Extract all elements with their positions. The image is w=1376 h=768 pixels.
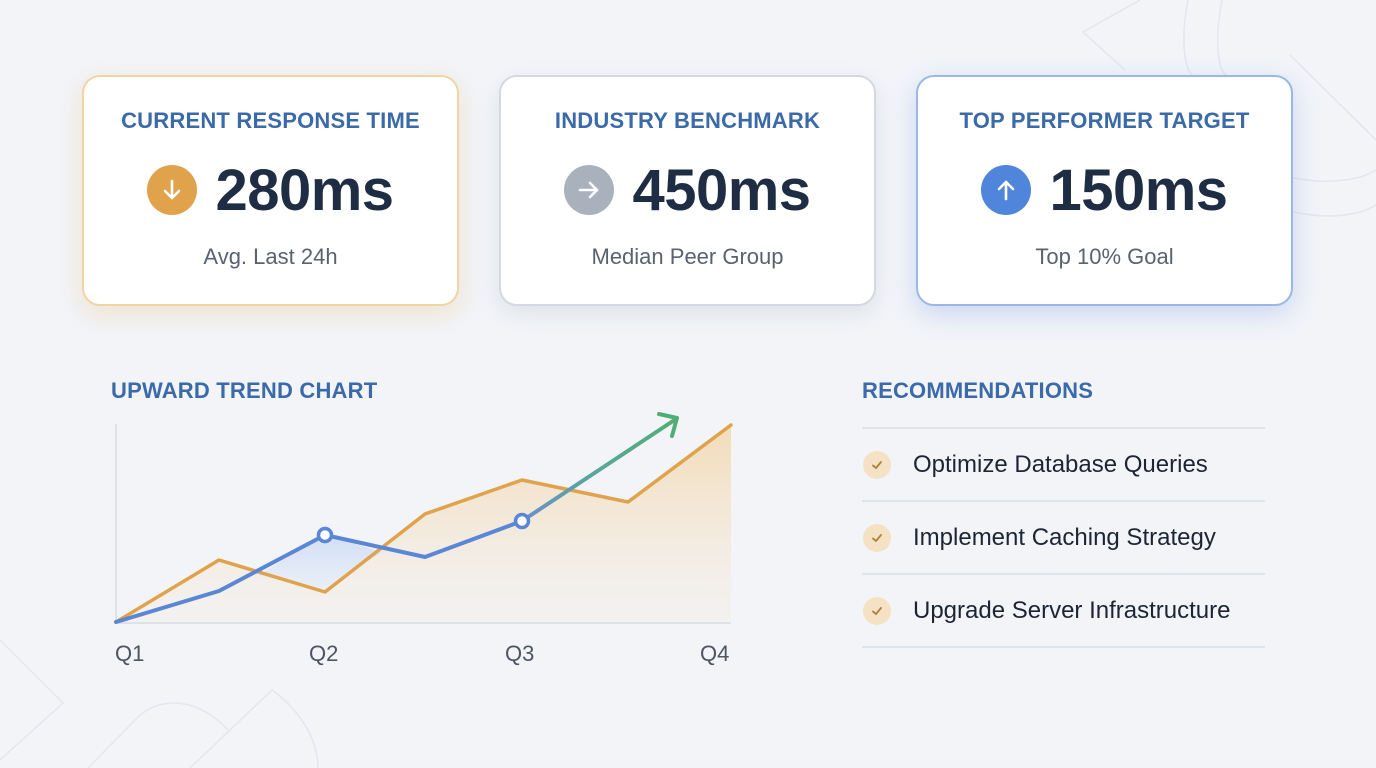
current-response-time-card: CURRENT RESPONSE TIME 280ms Avg. Last 24… <box>82 75 459 306</box>
x-label-q1: Q1 <box>115 641 145 666</box>
x-label-q4: Q4 <box>700 641 730 666</box>
chart-title: UPWARD TREND CHART <box>111 378 378 403</box>
industry-benchmark-card: INDUSTRY BENCHMARK 450ms Median Peer Gro… <box>499 75 876 306</box>
arrow-down-icon <box>147 165 198 215</box>
blue-area-fill <box>258 535 382 592</box>
top-performer-target-card: TOP PERFORMER TARGET 150ms Top 10% Goal <box>916 75 1293 306</box>
x-label-q3: Q3 <box>505 641 535 666</box>
data-point-marker[interactable] <box>316 526 334 544</box>
card-title: CURRENT RESPONSE TIME <box>121 108 420 133</box>
card-subtitle: Avg. Last 24h <box>203 244 338 269</box>
recommendations-title: RECOMMENDATIONS <box>862 378 1094 403</box>
card-title: INDUSTRY BENCHMARK <box>554 108 821 133</box>
card-subtitle: Median Peer Group <box>591 244 784 269</box>
recommendation-item[interactable]: Implement Caching Strategy <box>862 502 1265 573</box>
recommendation-label: Implement Caching Strategy <box>913 523 1216 551</box>
card-value: 280ms <box>215 157 394 223</box>
trend-arrow-icon <box>657 412 679 438</box>
card-title: TOP PERFORMER TARGET <box>959 108 1250 133</box>
divider <box>862 573 1265 575</box>
data-point-marker[interactable] <box>513 512 531 530</box>
recommendations-list: Optimize Database Queries Implement Cach… <box>862 427 1265 648</box>
check-icon <box>863 450 891 479</box>
recommendation-item[interactable]: Upgrade Server Infrastructure <box>862 575 1265 646</box>
orange-series-line <box>114 423 733 624</box>
arrow-right-icon <box>564 165 615 215</box>
arrow-up-icon <box>981 165 1032 215</box>
recommendation-item[interactable]: Optimize Database Queries <box>862 429 1265 500</box>
trend-arrow-line <box>520 417 678 523</box>
card-value: 450ms <box>632 157 811 223</box>
divider <box>862 646 1265 648</box>
recommendation-label: Upgrade Server Infrastructure <box>913 596 1231 624</box>
card-subtitle: Top 10% Goal <box>1035 244 1174 269</box>
orange-area-fill <box>116 425 731 622</box>
check-icon <box>863 523 891 552</box>
check-icon <box>863 596 891 625</box>
recommendation-label: Optimize Database Queries <box>913 450 1208 478</box>
divider <box>862 427 1265 429</box>
trend-chart <box>114 412 733 624</box>
card-value: 150ms <box>1049 157 1228 223</box>
divider <box>862 500 1265 502</box>
x-label-q2: Q2 <box>309 641 339 666</box>
